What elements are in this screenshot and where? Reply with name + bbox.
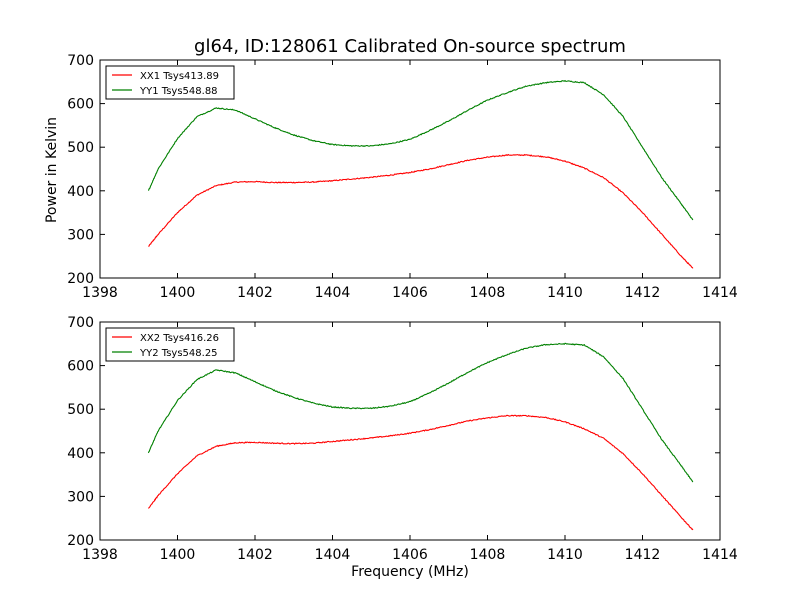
x-tick-label: 1414 (702, 285, 738, 301)
y-tick-label: 600 (67, 97, 94, 113)
legend-entry: YY1 Tsys548.88 (139, 86, 218, 97)
series-line-yy-plot2 (147, 342, 694, 483)
y-tick-label: 600 (67, 359, 94, 375)
x-tick-label: 1398 (82, 285, 118, 301)
x-tick-label: 1398 (82, 547, 118, 563)
x-tick-label: 1404 (315, 547, 351, 563)
x-tick-label: 1410 (547, 285, 583, 301)
y-tick-label: 700 (67, 315, 94, 331)
y-tick-label: 300 (67, 489, 94, 505)
x-tick-label: 1412 (625, 547, 661, 563)
y-tick-label: 400 (67, 446, 94, 462)
y-tick-label: 200 (67, 533, 94, 549)
series-line-yy-plot1 (147, 79, 694, 221)
x-axis-label: Frequency (MHz) (351, 564, 469, 580)
x-tick-label: 1402 (237, 285, 273, 301)
legend: XX2 Tsys416.26 YY2 Tsys548.25 (105, 327, 235, 362)
x-tick-label: 1414 (702, 547, 738, 563)
y-axis-label: Power in Kelvin (44, 117, 60, 223)
x-tick-label: 1408 (470, 547, 506, 563)
legend-box (105, 327, 235, 362)
x-tick-label: 1410 (547, 547, 583, 563)
x-tick-label: 1402 (237, 547, 273, 563)
legend-entry: XX2 Tsys416.26 (140, 333, 219, 344)
y-tick-label: 200 (67, 271, 94, 287)
y-tick-label: 500 (67, 402, 94, 418)
legend-entry: YY2 Tsys548.25 (139, 348, 218, 359)
y-tick-label: 300 (67, 227, 94, 243)
legend-entry: XX1 Tsys413.89 (140, 71, 219, 82)
series-line-xx-plot1 (148, 153, 694, 269)
x-tick-label: 1406 (392, 547, 428, 563)
y-tick-label: 500 (67, 140, 94, 156)
series-line-xx-plot2 (147, 414, 694, 531)
y-tick-label: 700 (67, 53, 94, 69)
legend-box (105, 65, 235, 100)
chart-title: gl64, ID:128061 Calibrated On-source spe… (194, 36, 626, 57)
legend: XX1 Tsys413.89 YY1 Tsys548.88 (105, 65, 235, 100)
x-tick-label: 1400 (160, 547, 196, 563)
y-tick-label: 400 (67, 184, 94, 200)
x-tick-label: 1406 (392, 285, 428, 301)
x-tick-label: 1412 (625, 285, 661, 301)
x-tick-label: 1408 (470, 285, 506, 301)
bottom-subplot: 1398 1400 1402 1404 1406 1408 1410 1412 1414 200 3… (67, 315, 738, 563)
x-tick-label: 1400 (160, 285, 196, 301)
x-tick-label: 1404 (315, 285, 351, 301)
top-subplot: 1398 1400 1402 1404 1406 1408 1410 1412 1414 200 3… (67, 53, 738, 301)
